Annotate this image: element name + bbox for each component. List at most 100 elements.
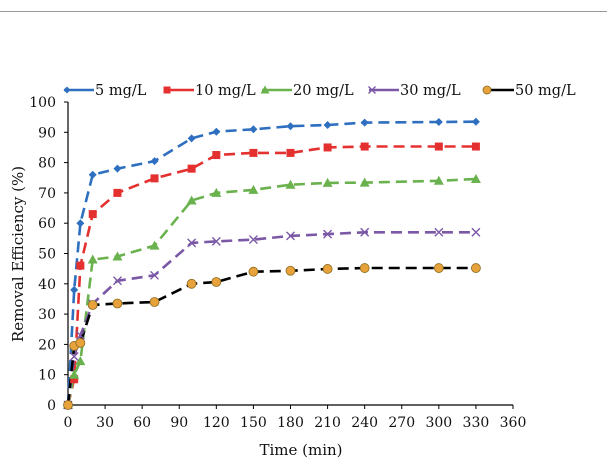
y-tick-label: 70 <box>38 186 56 202</box>
data-point <box>113 164 122 173</box>
y-tick-label: 50 <box>38 247 56 263</box>
data-point <box>186 278 197 289</box>
data-point <box>87 254 98 264</box>
axes: 0 30 60 90 120 150 180 210 240 270 300 330 360 0 10 20… <box>29 95 526 431</box>
data-point <box>211 236 221 246</box>
data-point <box>433 175 444 185</box>
x-tick-label: 180 <box>277 415 304 431</box>
x-tick-label: 360 <box>500 415 527 431</box>
x-tick-label: 30 <box>96 415 114 431</box>
data-point <box>70 285 79 294</box>
data-point <box>286 148 295 157</box>
series-line-3 <box>66 177 476 406</box>
data-point <box>76 261 85 270</box>
data-point <box>323 229 333 239</box>
y-tick-label: 0 <box>47 398 56 414</box>
data-point <box>470 173 481 183</box>
data-point <box>69 352 79 362</box>
data-point <box>149 297 160 307</box>
series-lines <box>66 120 476 406</box>
series-line-4 <box>66 231 476 406</box>
data-point <box>285 265 296 276</box>
data-point <box>360 142 369 151</box>
series-line-2 <box>66 145 476 406</box>
data-point <box>113 188 122 197</box>
x-tick-label: 90 <box>170 415 188 431</box>
x-tick-label: 0 <box>64 415 73 431</box>
data-point <box>249 148 258 157</box>
data-point <box>75 330 85 340</box>
y-tick-labels: 0 10 20 30 40 50 60 70 80 90 100 <box>29 95 68 414</box>
y-axis-label: Removal Efficiency (%) <box>9 166 27 342</box>
data-point <box>471 263 481 273</box>
data-point <box>150 270 160 280</box>
legend-item: 50 mg/L <box>482 83 576 99</box>
data-point <box>88 210 97 219</box>
legend-marker <box>163 86 171 94</box>
data-point <box>187 164 196 173</box>
data-point <box>63 400 73 410</box>
x-tick-label: 330 <box>463 415 490 431</box>
x-axis-label: Time (min) <box>259 441 342 459</box>
data-point <box>76 219 85 228</box>
data-point <box>286 231 295 241</box>
data-point <box>471 117 480 126</box>
legend-marker <box>368 86 376 94</box>
data-point <box>150 174 159 183</box>
data-point <box>434 227 444 237</box>
x-tick-label: 60 <box>133 415 151 431</box>
data-point <box>212 127 221 136</box>
legend-item: 30 mg/L <box>368 83 461 99</box>
top-divider <box>0 11 607 12</box>
legend-item: 5 mg/L <box>63 83 147 99</box>
y-tick-label: 90 <box>38 125 56 141</box>
data-point <box>359 177 370 187</box>
legend-marker <box>482 85 492 95</box>
legend-label: 10 mg/L <box>195 83 256 99</box>
x-tick-label: 300 <box>425 415 452 431</box>
y-tick-label: 60 <box>38 216 56 232</box>
legend-marker <box>260 85 270 94</box>
data-point <box>248 266 259 277</box>
data-point <box>186 195 197 205</box>
y-tick-label: 40 <box>38 277 56 293</box>
data-point <box>360 118 369 127</box>
legend-item: 10 mg/L <box>163 83 256 99</box>
series-markers <box>63 117 481 410</box>
x-tick-label: 120 <box>203 415 230 431</box>
data-point <box>112 276 122 286</box>
y-tick-label: 100 <box>29 95 56 111</box>
y-tick-label: 10 <box>38 368 56 384</box>
legend-label: 5 mg/L <box>95 83 147 99</box>
data-point <box>323 143 332 152</box>
data-point <box>112 251 123 261</box>
legend-marker <box>63 86 71 94</box>
data-point <box>112 298 123 309</box>
data-point <box>75 337 86 348</box>
x-tick-label: 150 <box>240 415 267 431</box>
legend-label: 50 mg/L <box>515 83 576 99</box>
series-line-1 <box>66 120 476 406</box>
data-point <box>211 277 222 287</box>
y-tick-label: 20 <box>38 337 56 353</box>
legend-label: 30 mg/L <box>400 83 461 99</box>
data-point <box>359 263 370 273</box>
data-point <box>285 179 296 189</box>
data-point <box>211 187 222 197</box>
data-point <box>248 184 259 194</box>
x-tick-label: 210 <box>314 415 341 431</box>
data-point <box>248 235 258 245</box>
data-point <box>70 375 79 384</box>
x-tick-label: 270 <box>388 415 415 431</box>
data-point <box>150 157 159 166</box>
data-point <box>88 170 97 179</box>
data-point <box>187 134 196 143</box>
legend-item: 20 mg/L <box>260 83 354 99</box>
data-point <box>434 142 443 151</box>
data-point <box>212 151 221 160</box>
data-point <box>69 369 80 379</box>
y-tick-label: 30 <box>38 307 56 323</box>
series-line-5 <box>66 266 476 406</box>
data-point <box>249 125 258 134</box>
